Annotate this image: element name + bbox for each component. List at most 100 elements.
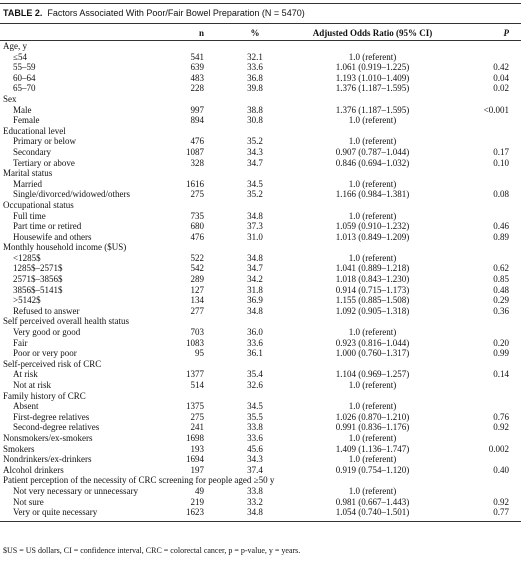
- cell: 95: [195, 348, 204, 359]
- cell: 1.0 (referent): [348, 252, 397, 263]
- section-heading: Occupational status: [3, 199, 74, 210]
- cell: 328: [190, 157, 205, 168]
- row-label: Very good or good: [13, 327, 81, 338]
- cell: 514: [190, 380, 205, 390]
- cell: 34.5: [247, 178, 263, 189]
- cell: 1.018 (0.843–1.230): [335, 274, 410, 285]
- cell: 0.907 (0.787–1.044): [335, 146, 410, 157]
- cell: <0.001: [483, 104, 509, 115]
- table-head: n% Adjusted Odds Ratio (95% CI) P: [0, 26, 521, 41]
- row-label: Not at risk: [13, 380, 51, 390]
- cell: 680: [190, 221, 205, 232]
- cell: 0.48: [493, 284, 509, 295]
- cell: 37.3: [247, 221, 263, 232]
- row-label: Poor or very poor: [13, 348, 77, 359]
- cell: 0.02: [493, 83, 509, 94]
- section-row: Self perceived overall health status: [0, 316, 521, 327]
- cell: 32.6: [247, 380, 263, 390]
- cell: 1.0 (referent): [348, 454, 397, 465]
- cell: 1.0 (referent): [348, 115, 397, 126]
- cell: 33.2: [247, 496, 263, 507]
- cell: [445, 327, 521, 338]
- data-row: 2571$–3856$ 289 34.2 1.018 (0.843–1.230) 0.8…: [0, 274, 521, 285]
- section-row: Self-perceived risk of CRC: [0, 359, 521, 370]
- cell: 1.0 (referent): [348, 51, 397, 62]
- data-row: Not sure 219 33.2 0.981 (0.667–1.443) 0.92: [0, 497, 521, 508]
- cell: 1.092 (0.905–1.318): [335, 305, 410, 316]
- row-label: 3856$–5141$: [13, 284, 63, 295]
- data-row: 60–64 483 36.8 1.193 (1.010–1.409) 0.04: [0, 73, 521, 84]
- row-label: Not very necessary or unnecessary: [13, 485, 138, 496]
- row-label: Male: [13, 104, 32, 115]
- row-label: 65–70: [13, 83, 36, 94]
- cell: 1.376 (1.187–1.595): [335, 83, 410, 94]
- data-row: Tertiary or above 328 34.7 0.846 (0.694–1.0…: [0, 158, 521, 169]
- data-row: Very or quite necessary 1623 34.8 1.054 (0.…: [0, 507, 521, 522]
- row-label: Part time or retired: [13, 221, 82, 232]
- section-heading: Monthly household income ($US): [3, 242, 127, 253]
- data-row: >5142$ 134 36.9 1.155 (0.885–1.508) 0.29: [0, 295, 521, 306]
- cell: 0.99: [493, 348, 509, 359]
- cell: 703: [190, 327, 205, 338]
- data-row: Second-degree relatives 241 33.8 0.991 (0.8…: [0, 422, 521, 433]
- section-heading: Self-perceived risk of CRC: [3, 358, 102, 369]
- data-row: 55–59 639 33.6 1.061 (0.919–1.225) 0.42: [0, 62, 521, 73]
- cell: 1623: [175, 507, 210, 522]
- row-label: Married: [13, 178, 42, 189]
- cell: 0.08: [493, 189, 509, 200]
- cell: [445, 401, 521, 412]
- row-label: >5142$: [13, 295, 41, 306]
- cell: 36.0: [247, 327, 263, 338]
- section-row: Monthly household income ($US): [0, 242, 521, 253]
- cell: 219: [190, 496, 205, 507]
- cell: 31.8: [247, 284, 263, 295]
- cell: [445, 486, 521, 497]
- cell: 197: [190, 464, 205, 475]
- cell: 1083: [186, 337, 204, 348]
- table-caption: Factors Associated With Poor/Fair Bowel …: [47, 8, 305, 18]
- row-label: 60–64: [13, 72, 36, 83]
- header-cell: [0, 26, 175, 41]
- row-label: Not sure: [13, 496, 44, 507]
- cell: 193: [190, 443, 205, 454]
- data-row: 3856$–5141$ 127 31.8 0.914 (0.715–1.173) 0.4…: [0, 285, 521, 296]
- row-label: Absent: [13, 401, 39, 412]
- data-row: Male 997 38.8 1.376 (1.187–1.595) <0.001: [0, 105, 521, 116]
- cell: 0.62: [493, 263, 509, 274]
- row-label: ≤54: [13, 51, 27, 62]
- row-label: Very or quite necessary: [0, 507, 175, 522]
- data-row: Full time 735 34.8 1.0 (referent): [0, 211, 521, 222]
- row-label: 2571$–3856$: [13, 274, 63, 285]
- cell: 34.7: [247, 263, 263, 274]
- footnote: $US = US dollars, CI = confidence interv…: [3, 546, 301, 555]
- cell: 0.923 (0.816–1.044): [335, 337, 410, 348]
- cell: 33.6: [247, 62, 263, 73]
- section-row: Marital status: [0, 168, 521, 179]
- section-row: Educational level: [0, 126, 521, 137]
- section-row: Sex: [0, 94, 521, 105]
- cell: [445, 136, 521, 147]
- table-body: Age, y ≤54 541 32.1 1.0 (referent) 55–59 639 33…: [0, 41, 521, 522]
- cell: 0.919 (0.754–1.120): [335, 464, 410, 475]
- cell: 228: [190, 83, 205, 94]
- row-label: First-degree relatives: [13, 411, 90, 422]
- data-row: Poor or very poor 95 36.1 1.000 (0.760–1.31…: [0, 348, 521, 359]
- section-row: Age, y: [0, 41, 521, 52]
- cell: 35.4: [247, 369, 263, 380]
- cell: 639: [190, 62, 205, 73]
- cell: [445, 52, 521, 63]
- cell: 34.2: [247, 274, 263, 285]
- header-cell: P: [445, 26, 521, 41]
- cell: 1377: [186, 369, 204, 380]
- section-heading: Family history of CRC: [3, 390, 86, 401]
- cell: 127: [190, 284, 205, 295]
- row-label: Housewife and others: [13, 231, 92, 242]
- cell: 735: [190, 210, 205, 221]
- cell: 894: [190, 115, 205, 126]
- cell: 277: [190, 305, 205, 316]
- cell: 0.76: [493, 411, 509, 422]
- cell: 0.991 (0.836–1.176): [335, 422, 410, 433]
- cell: 1.0 (referent): [348, 136, 397, 147]
- data-row: <1285$ 522 34.8 1.0 (referent): [0, 253, 521, 264]
